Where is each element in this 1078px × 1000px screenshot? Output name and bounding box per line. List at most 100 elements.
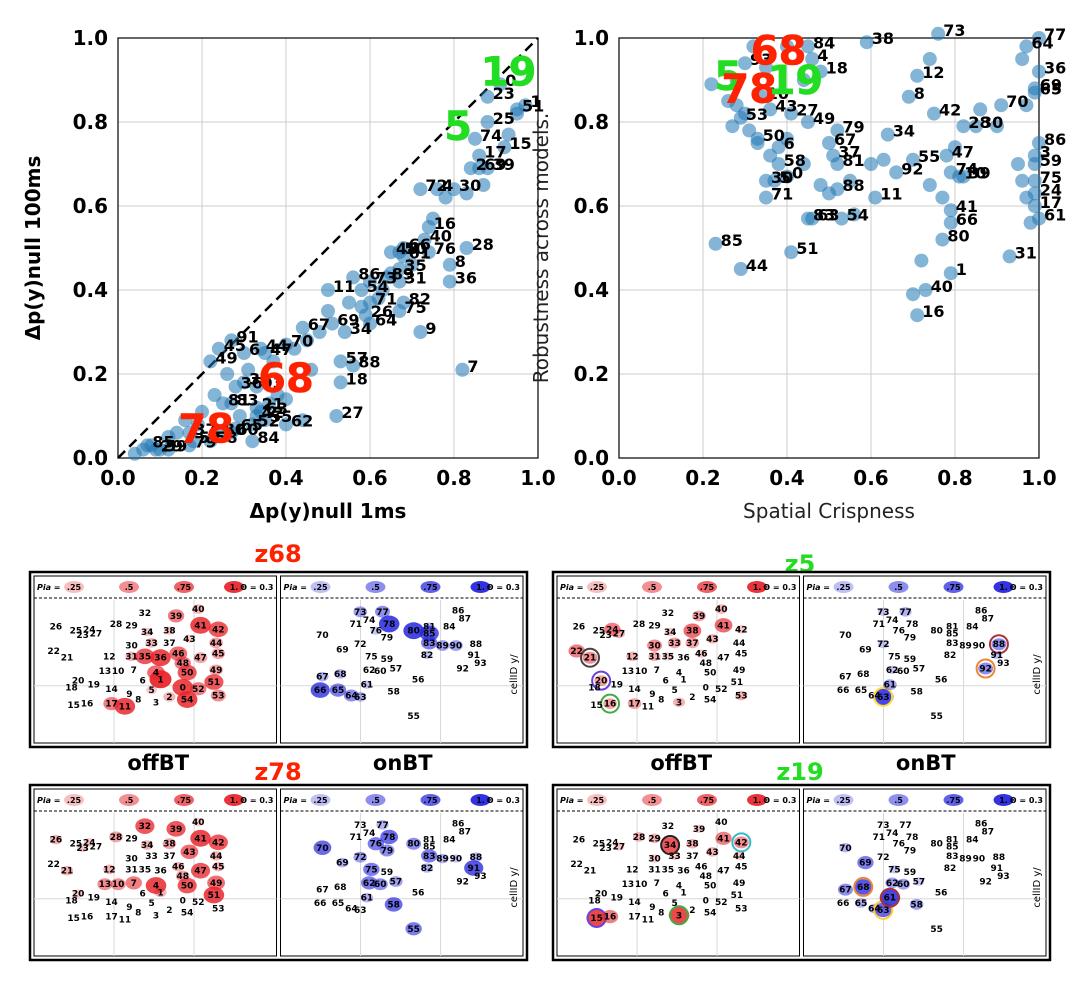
data-point-label: 30 <box>771 168 793 187</box>
cell-label: 76 <box>893 840 906 850</box>
cell-label: 6 <box>140 677 146 687</box>
cell-label: 34 <box>664 628 677 638</box>
cell-label: 80 <box>930 627 943 637</box>
cell-label: 93 <box>997 872 1010 882</box>
data-point-label: 63 <box>817 206 839 225</box>
cell-activation <box>667 637 682 649</box>
cell-label: 88 <box>470 853 483 863</box>
data-point-label: 49 <box>215 348 237 367</box>
data-point-label: 51 <box>522 96 544 115</box>
cell-activation <box>662 652 674 661</box>
cell-label: 61 <box>361 681 374 691</box>
cell-label: 42 <box>735 838 748 848</box>
cell-label: 78 <box>383 620 396 630</box>
cell-label: 69 <box>859 859 872 869</box>
cell-label: 75 <box>365 652 378 662</box>
cell-label: 88 <box>993 853 1006 863</box>
cell-activation <box>141 840 154 850</box>
cell-label: 32 <box>139 609 152 619</box>
data-point <box>847 207 862 222</box>
data-point-label: 83 <box>236 390 258 409</box>
data-point-label: 64 <box>375 311 397 330</box>
data-point-label: 79 <box>194 432 216 451</box>
cell-activation <box>877 640 889 649</box>
cell-label: 34 <box>664 841 677 851</box>
cell-label: 12 <box>626 865 639 875</box>
cell-activation <box>683 623 702 638</box>
data-point-label: 34 <box>893 122 915 141</box>
cell-activation <box>141 627 153 637</box>
cell-label: 86 <box>975 606 988 616</box>
y-tick-label: 0.6 <box>73 194 108 218</box>
data-point <box>455 362 470 377</box>
cell-label: 77 <box>899 821 912 831</box>
legend-level-label: .5 <box>125 796 134 805</box>
cell-label: 39 <box>170 825 183 835</box>
cell-label: 19 <box>87 894 100 904</box>
data-point-label: 57 <box>346 348 368 367</box>
cell-activation <box>334 669 347 679</box>
cell-label: 66 <box>314 686 327 696</box>
cell-label: 10 <box>635 880 648 890</box>
legend-swatch <box>587 794 607 806</box>
cell-label: 28 <box>110 833 123 843</box>
cell-label: 37 <box>686 852 699 862</box>
cell-activation <box>72 889 84 898</box>
data-point <box>249 379 264 394</box>
data-point <box>224 396 239 411</box>
data-point-label: 83 <box>813 206 835 225</box>
cell-label: 89 <box>959 855 972 865</box>
cell-label: 8 <box>658 909 664 919</box>
data-point <box>738 56 752 71</box>
data-point-label: 85 <box>721 231 743 250</box>
data-point <box>442 274 457 289</box>
cell-activation <box>613 842 625 851</box>
legend-level-label: .25 <box>836 796 851 805</box>
cell-label: 72 <box>877 640 890 650</box>
cell-activation <box>211 648 226 660</box>
legend-swatch <box>888 794 909 806</box>
x-tick-label: 0.4 <box>268 466 303 490</box>
cell-label: 56 <box>412 888 425 898</box>
cell-label: 86 <box>452 819 465 829</box>
cell-label: 29 <box>125 621 138 631</box>
cell-label: 1 <box>157 675 163 685</box>
data-point <box>342 295 356 310</box>
legend-level-label: .75 <box>700 583 715 592</box>
data-point-label: 47 <box>270 340 292 359</box>
data-point <box>763 102 778 117</box>
x-axis-label: Δp(y)null 1ms <box>250 499 407 523</box>
cell-activation <box>668 906 690 924</box>
data-point <box>1002 249 1017 264</box>
data-point <box>501 127 516 142</box>
cell-activation <box>60 865 74 876</box>
cell-label: 40 <box>192 605 205 615</box>
legend-level-label: 1. <box>999 583 1008 592</box>
data-point <box>927 106 941 121</box>
cell-label: 33 <box>668 852 681 862</box>
cell-activation <box>210 689 226 702</box>
cell-label: 16 <box>604 700 617 710</box>
cell-label: 41 <box>717 621 730 631</box>
cell-label: 78 <box>906 833 919 843</box>
cell-label: 32 <box>139 822 152 832</box>
data-point-label: 27 <box>796 101 818 120</box>
data-point <box>939 148 954 163</box>
data-point <box>784 245 799 260</box>
data-point <box>733 262 748 276</box>
data-point-label: 36 <box>241 374 263 393</box>
data-point-label: 45 <box>224 336 246 355</box>
data-point-label: 17 <box>1040 193 1062 212</box>
data-point-label: 86 <box>1044 130 1066 149</box>
cell-label: 63 <box>354 693 367 703</box>
data-point <box>935 190 950 205</box>
cell-label: 9 <box>649 690 655 700</box>
cell-label: 92 <box>456 665 469 675</box>
data-point-label: 44 <box>746 256 768 275</box>
legend-swatch <box>697 794 717 806</box>
x-tick-label: 1.0 <box>520 466 555 490</box>
cell-activation <box>648 833 661 844</box>
legend-swatch <box>470 794 491 806</box>
